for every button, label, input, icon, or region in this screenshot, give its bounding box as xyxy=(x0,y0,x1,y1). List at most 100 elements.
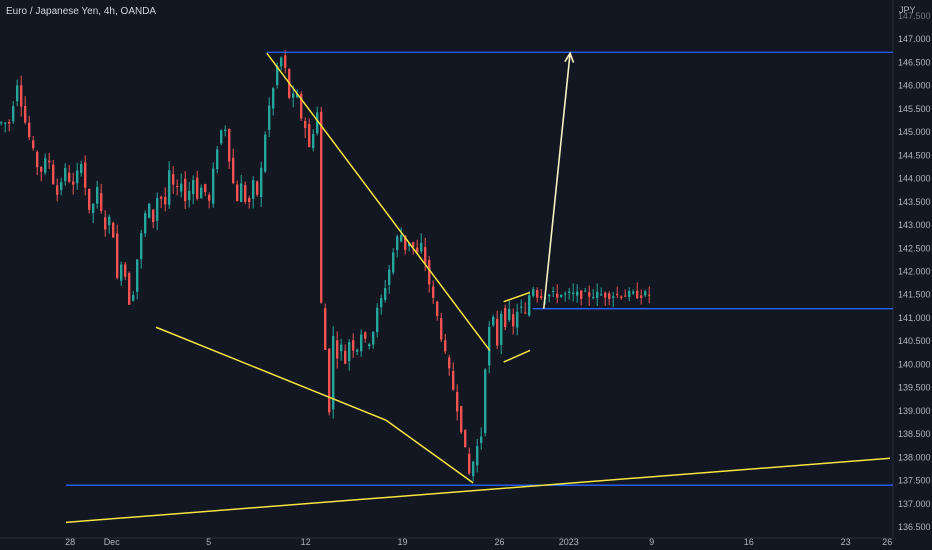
candle-body xyxy=(448,357,451,369)
candle-body xyxy=(216,149,219,170)
candle-body xyxy=(248,198,251,203)
candle-body xyxy=(528,295,531,316)
candle-body xyxy=(464,429,467,448)
y-tick-label: 139.000 xyxy=(898,406,931,416)
candle-body xyxy=(76,170,79,184)
candle-body xyxy=(296,94,299,98)
trend-line[interactable] xyxy=(65,457,891,524)
candle-body xyxy=(620,296,623,298)
candle-body xyxy=(508,308,511,321)
candle-body xyxy=(264,134,267,172)
candle-body xyxy=(156,198,159,221)
candle-body xyxy=(188,190,191,201)
candle-body xyxy=(456,391,459,412)
candle-body xyxy=(272,88,275,109)
candle-body xyxy=(212,168,215,204)
x-tick-label: 23 xyxy=(841,537,851,547)
currency-label: JPY xyxy=(899,5,916,15)
candle-body xyxy=(80,163,83,173)
candle-body xyxy=(36,151,39,168)
x-tick-label: 9 xyxy=(649,537,654,547)
candle-body xyxy=(452,370,455,390)
candle-body xyxy=(232,157,235,184)
candle-body xyxy=(256,181,259,195)
candle-body xyxy=(416,247,419,254)
y-tick-label: 145.000 xyxy=(898,127,931,137)
candle-body xyxy=(612,296,615,298)
trend-line[interactable] xyxy=(266,52,491,351)
candle-body xyxy=(160,196,163,199)
candle-body xyxy=(640,295,643,298)
candle-body xyxy=(200,187,203,199)
y-tick-label: 140.500 xyxy=(898,336,931,346)
candle-body xyxy=(348,342,351,362)
candle-body xyxy=(564,293,567,295)
candle-body xyxy=(592,297,595,299)
candle-body xyxy=(496,318,499,346)
trend-line[interactable] xyxy=(503,291,531,303)
x-tick-label: 16 xyxy=(744,537,754,547)
candle-body xyxy=(584,290,587,292)
y-tick-label: 137.000 xyxy=(898,499,931,509)
candle-body xyxy=(184,178,187,202)
candle-body xyxy=(84,162,87,188)
candle-body xyxy=(204,184,207,193)
x-tick-label: 5 xyxy=(206,537,211,547)
x-tick-label: 26 xyxy=(882,537,892,547)
trend-line[interactable] xyxy=(503,349,531,363)
candle-body xyxy=(280,57,283,67)
candle-body xyxy=(516,311,519,328)
candle-body xyxy=(32,140,35,149)
candle-body xyxy=(244,185,247,202)
candle-body xyxy=(408,243,411,247)
candle-body xyxy=(492,316,495,326)
candle-body xyxy=(368,344,371,347)
candle-body xyxy=(472,461,475,477)
candle-body xyxy=(228,128,231,162)
candle-body xyxy=(96,186,99,204)
projection-arrow[interactable] xyxy=(542,53,571,309)
candle-body xyxy=(628,291,631,298)
x-tick-label: 2023 xyxy=(559,537,579,547)
candle-body xyxy=(0,122,3,124)
trend-line[interactable] xyxy=(385,419,474,484)
candle-body xyxy=(568,291,571,293)
x-tick-label: 19 xyxy=(398,537,408,547)
candle-body xyxy=(44,158,47,173)
candle-body xyxy=(172,174,175,185)
candle-body xyxy=(604,292,607,298)
candle-body xyxy=(580,290,583,299)
candle-body xyxy=(364,332,367,339)
candle-body xyxy=(488,327,491,366)
y-tick-label: 139.500 xyxy=(898,383,931,393)
y-tick-label: 142.000 xyxy=(898,267,931,277)
candle-body xyxy=(8,122,11,124)
candle-body xyxy=(360,334,363,352)
arrow-head xyxy=(564,51,575,63)
x-tick-label: Dec xyxy=(104,537,121,547)
candle-body xyxy=(572,292,575,295)
candle-body xyxy=(60,182,63,191)
trend-line[interactable] xyxy=(155,326,387,421)
candle-body xyxy=(236,184,239,202)
candle-body xyxy=(632,291,635,294)
candle-body xyxy=(600,294,603,296)
candle-body xyxy=(224,129,227,131)
candle-body xyxy=(124,264,127,277)
candle-body xyxy=(552,290,555,292)
candle-body xyxy=(480,436,483,443)
y-tick-label: 141.500 xyxy=(898,290,931,300)
candle-body xyxy=(420,242,423,252)
candle-body xyxy=(616,294,619,296)
candle-body xyxy=(304,120,307,128)
candle-body xyxy=(384,288,387,300)
candle-body xyxy=(532,289,535,296)
y-tick-label: 136.500 xyxy=(898,522,931,532)
candle-body xyxy=(608,293,611,299)
candle-body xyxy=(120,264,123,281)
candle-body xyxy=(440,318,443,340)
candle-body xyxy=(192,180,195,195)
candle-body xyxy=(428,260,431,285)
candle-body xyxy=(24,105,27,123)
